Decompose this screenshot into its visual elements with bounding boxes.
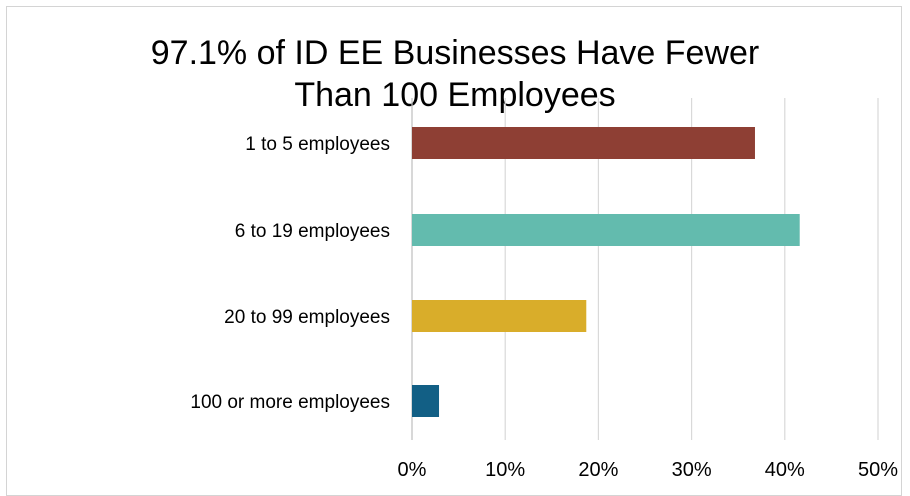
category-labels: 1 to 5 employees 6 to 19 employees 20 to 9…: [190, 134, 390, 413]
bars: [412, 127, 800, 417]
category-label: 1 to 5 employees: [245, 134, 390, 155]
x-tick-label: 10%: [485, 459, 525, 481]
x-tick-label: 20%: [578, 459, 618, 481]
bar-20-to-99-employees: [412, 300, 587, 332]
x-tick-label: 30%: [672, 459, 712, 481]
x-tick-label: 0%: [398, 459, 427, 481]
category-label: 6 to 19 employees: [235, 221, 390, 242]
chart-frame: [6, 6, 902, 496]
category-label: 100 or more employees: [190, 392, 390, 413]
bar-1-to-5-employees: [412, 127, 755, 159]
x-tick-labels: 0% 10% 20% 30% 40% 50%: [398, 459, 899, 481]
x-tick-label: 40%: [765, 459, 805, 481]
x-tick-label: 50%: [858, 459, 898, 481]
bar-100-or-more-employees: [412, 385, 440, 417]
bar-6-to-19-employees: [412, 214, 800, 246]
category-label: 20 to 99 employees: [224, 307, 390, 328]
